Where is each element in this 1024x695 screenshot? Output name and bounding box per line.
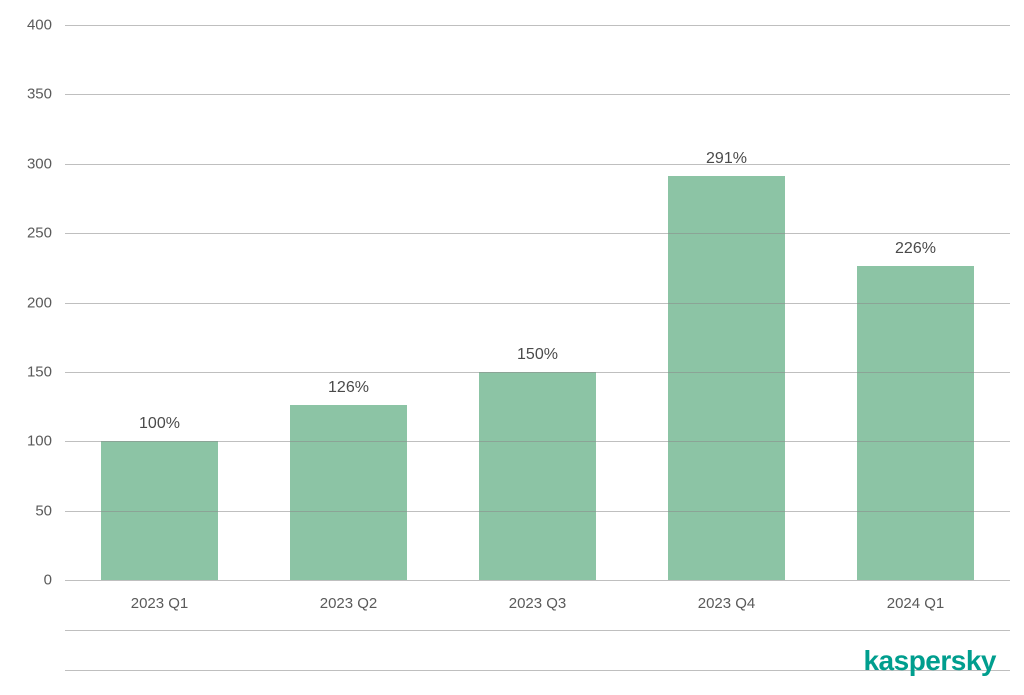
y-tick-label: 50	[35, 502, 52, 519]
bar-chart: 050100150200250300350400 100%126%150%291…	[20, 25, 1010, 585]
bar-value-label: 150%	[479, 346, 596, 364]
grid-line	[65, 580, 1010, 581]
bar: 126%	[290, 405, 407, 580]
brand-logo: kaspersky	[863, 645, 996, 677]
y-tick-label: 100	[27, 433, 52, 450]
grid-line	[65, 25, 1010, 26]
x-tick-label: 2023 Q2	[320, 595, 378, 612]
grid-line	[65, 233, 1010, 234]
bar: 291%	[668, 176, 785, 580]
y-tick-label: 0	[44, 572, 52, 589]
y-tick-label: 150	[27, 363, 52, 380]
grid-line	[65, 372, 1010, 373]
footer-rule	[65, 630, 1010, 631]
bar-value-label: 291%	[668, 150, 785, 168]
y-tick-label: 300	[27, 155, 52, 172]
y-tick-label: 250	[27, 225, 52, 242]
x-tick-label: 2023 Q1	[131, 595, 189, 612]
grid-line	[65, 94, 1010, 95]
bar: 150%	[479, 372, 596, 580]
grid-line	[65, 441, 1010, 442]
y-tick-label: 350	[27, 86, 52, 103]
y-tick-label: 400	[27, 17, 52, 34]
bar: 226%	[857, 266, 974, 580]
bar-value-label: 100%	[101, 415, 218, 433]
y-axis: 050100150200250300350400	[20, 25, 60, 585]
bar-value-label: 226%	[857, 240, 974, 258]
y-tick-label: 200	[27, 294, 52, 311]
x-tick-label: 2023 Q4	[698, 595, 756, 612]
grid-line	[65, 303, 1010, 304]
grid-line	[65, 164, 1010, 165]
x-tick-label: 2024 Q1	[887, 595, 945, 612]
bar-value-label: 126%	[290, 379, 407, 397]
grid-line	[65, 511, 1010, 512]
plot-area: 100% 126% 150% 291% 226%	[65, 25, 1010, 580]
x-tick-label: 2023 Q3	[509, 595, 567, 612]
